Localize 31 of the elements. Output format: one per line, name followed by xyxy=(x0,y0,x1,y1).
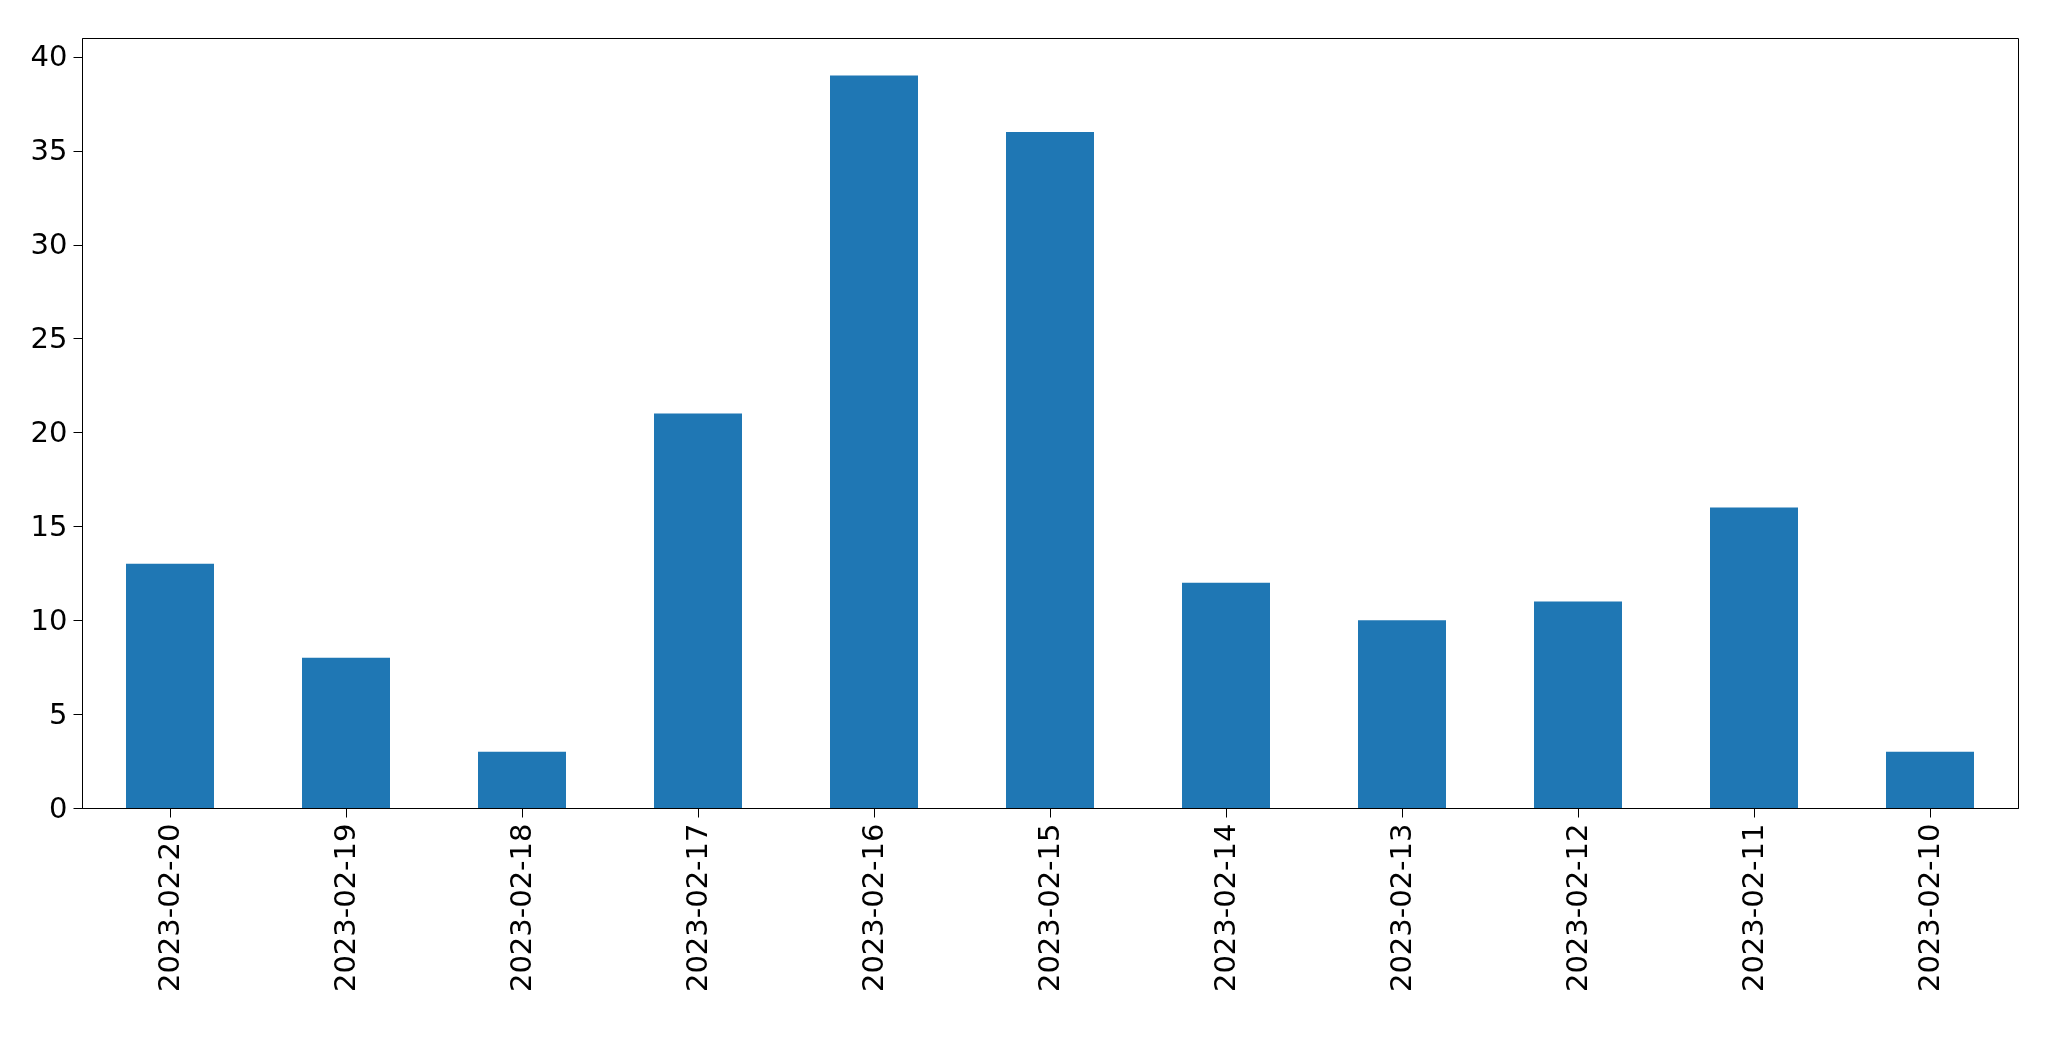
x-tick-label: 2023-02-20 xyxy=(152,823,186,993)
x-tick-label: 2023-02-18 xyxy=(504,823,538,993)
y-tick-label: 5 xyxy=(49,696,68,731)
y-tick-label: 30 xyxy=(30,227,68,262)
bar xyxy=(302,657,390,808)
y-tick-label: 10 xyxy=(30,602,68,637)
y-tick-label: 20 xyxy=(30,414,68,449)
x-tick-label: 2023-02-12 xyxy=(1560,823,1594,993)
x-tick-label: 2023-02-16 xyxy=(856,823,890,993)
bar xyxy=(1710,507,1798,808)
bar xyxy=(1886,751,1974,808)
x-tick-label: 2023-02-10 xyxy=(1912,823,1946,993)
bar xyxy=(830,75,918,808)
x-tick-label: 2023-02-14 xyxy=(1208,823,1242,993)
x-tick-label: 2023-02-11 xyxy=(1736,823,1770,993)
bar xyxy=(1534,601,1622,808)
bar xyxy=(478,751,566,808)
bar xyxy=(1006,131,1094,808)
y-tick-label: 15 xyxy=(30,508,68,543)
bar xyxy=(126,563,214,808)
y-tick-label: 0 xyxy=(49,790,68,825)
y-tick-label: 35 xyxy=(30,133,68,168)
x-tick-label: 2023-02-19 xyxy=(328,823,362,993)
x-tick-label: 2023-02-13 xyxy=(1384,823,1418,993)
x-tick-label: 2023-02-15 xyxy=(1032,823,1066,993)
y-tick-label: 25 xyxy=(30,320,68,355)
bar xyxy=(1358,620,1446,808)
y-tick-label: 40 xyxy=(30,39,68,74)
bar xyxy=(1182,582,1270,808)
bar xyxy=(654,413,742,808)
x-tick-label: 2023-02-17 xyxy=(680,823,714,993)
